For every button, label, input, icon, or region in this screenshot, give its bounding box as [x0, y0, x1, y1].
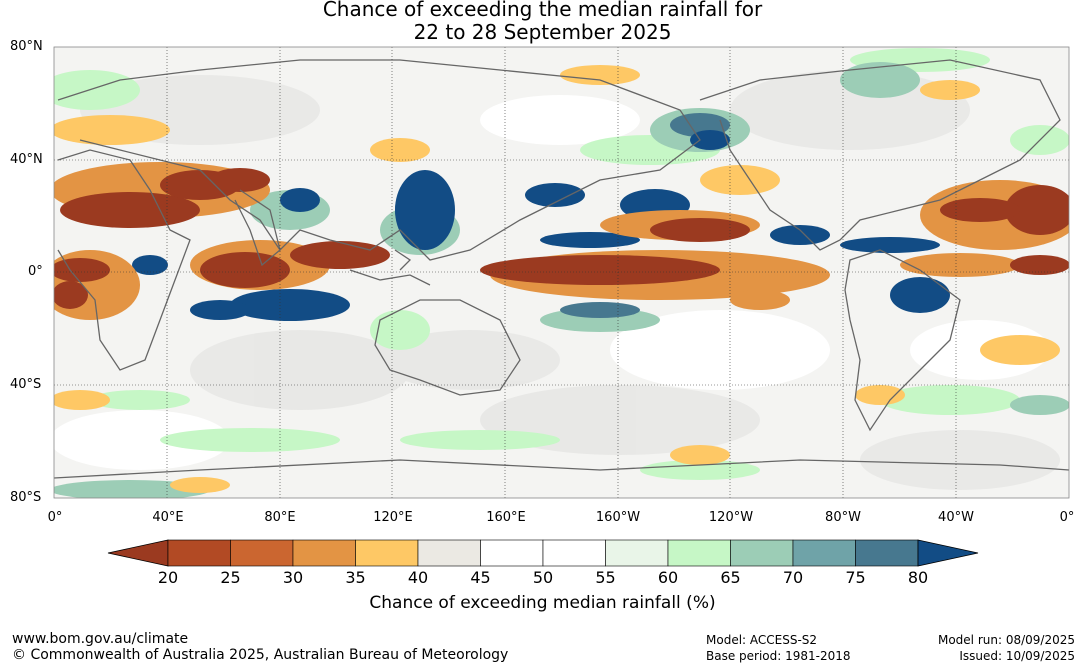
lon-label-80e: 80°E — [264, 510, 296, 525]
colorbar-segment — [667, 539, 731, 567]
lon-label-80w: 80°W — [825, 510, 861, 525]
lon-label-120e: 120°E — [373, 510, 413, 525]
colorbar-tick-label: 40 — [407, 568, 429, 587]
lat-label-40n: 40°N — [10, 152, 43, 167]
copyright: © Commonwealth of Australia 2025, Austra… — [12, 647, 509, 663]
colorbar-tick-label: 20 — [157, 568, 179, 587]
colorbar-segment — [292, 539, 356, 567]
gridlines — [54, 47, 1069, 498]
map-title: Chance of exceeding the median rainfall … — [0, 0, 1085, 44]
title-line-2: 22 to 28 September 2025 — [413, 20, 672, 44]
lat-label-0: 0° — [28, 264, 43, 279]
colorbar-tick-label: 25 — [220, 568, 241, 587]
model-name: Model: ACCESS-S2 — [706, 633, 818, 647]
lon-label-120w: 120°W — [708, 510, 754, 525]
model-run: Model run: 08/09/2025 — [937, 633, 1075, 647]
colorbar-label: Chance of exceeding median rainfall (%) — [369, 593, 716, 613]
rainfall-map — [53, 46, 1070, 499]
colorbar-tick-label: 75 — [845, 568, 866, 587]
colorbar-segment — [480, 539, 544, 567]
colorbar-segment — [167, 539, 231, 567]
colorbar-segment — [730, 539, 794, 567]
colorbar-segment — [417, 539, 481, 567]
lon-label-160w: 160°W — [595, 510, 641, 525]
colorbar-segment — [792, 539, 856, 567]
colorbar-tick-label: 45 — [470, 568, 491, 587]
lon-label-40e: 40°E — [152, 510, 184, 525]
colorbar-tick-label: 80 — [907, 568, 929, 587]
colorbar-tick-label: 70 — [782, 568, 804, 587]
colorbar-tick-label: 50 — [532, 568, 554, 587]
base-period: Base period: 1981-2018 — [706, 649, 851, 663]
colorbar-arrow-low — [107, 539, 169, 567]
website-url: www.bom.gov.au/climate — [12, 631, 189, 647]
colorbar-tick-label: 55 — [595, 568, 616, 587]
colorbar — [107, 539, 979, 567]
colorbar-arrow-high — [917, 539, 979, 567]
lat-label-40s: 40°S — [10, 377, 42, 392]
colorbar-tick-label: 30 — [282, 568, 304, 587]
issued-date: Issued: 10/09/2025 — [959, 649, 1075, 663]
lon-label-40w: 40°W — [938, 510, 974, 525]
colorbar-tick-label: 60 — [657, 568, 679, 587]
colorbar-segment — [355, 539, 419, 567]
colorbar-tick-label: 65 — [720, 568, 741, 587]
title-line-1: Chance of exceeding the median rainfall … — [322, 0, 763, 21]
rainfall-anomaly-layer — [54, 48, 1069, 498]
lat-label-80n: 80°N — [10, 39, 43, 54]
colorbar-segment — [855, 539, 919, 567]
colorbar-segment — [542, 539, 606, 567]
coastlines — [54, 59, 1069, 479]
lat-label-80s: 80°S — [10, 490, 42, 505]
lon-label-0: 0° — [47, 510, 63, 525]
colorbar-segment — [605, 539, 669, 567]
colorbar-segment — [230, 539, 294, 567]
lon-label-0-east: 0° — [1059, 510, 1075, 525]
colorbar-tick-label: 35 — [345, 568, 366, 587]
lon-label-160e: 160°E — [486, 510, 526, 525]
